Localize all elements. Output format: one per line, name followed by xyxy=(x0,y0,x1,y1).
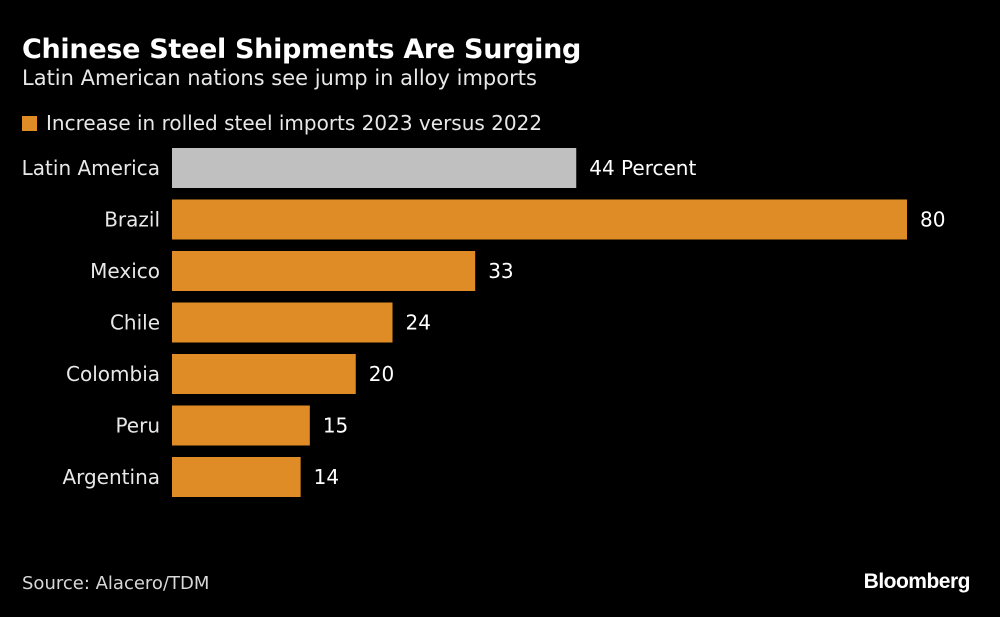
category-label: Chile xyxy=(110,311,160,335)
bar-mexico xyxy=(172,251,476,291)
data-label: 20 xyxy=(369,362,394,386)
category-label: Colombia xyxy=(66,362,160,386)
data-label: 80 xyxy=(920,208,945,232)
data-label: 15 xyxy=(323,414,348,438)
legend: Increase in rolled steel imports 2023 ve… xyxy=(22,111,542,135)
bar-brazil xyxy=(172,199,907,240)
category-label: Peru xyxy=(115,414,160,438)
data-label: 24 xyxy=(406,311,431,335)
data-label: 44 Percent xyxy=(589,156,696,180)
chart-subtitle: Latin American nations see jump in alloy… xyxy=(22,66,537,90)
legend-label: Increase in rolled steel imports 2023 ve… xyxy=(46,111,543,135)
legend-swatch xyxy=(22,115,37,131)
category-label: Latin America xyxy=(22,156,160,180)
chart-title: Chinese Steel Shipments Are Surging xyxy=(22,34,582,65)
category-label: Mexico xyxy=(90,259,160,283)
data-label: 33 xyxy=(488,259,513,283)
bar-chile xyxy=(172,302,393,343)
category-label: Argentina xyxy=(62,465,160,489)
bar-latin-america xyxy=(172,148,577,188)
data-label: 14 xyxy=(314,465,339,489)
source-note: Source: Alacero/TDM xyxy=(22,573,210,594)
bar-colombia xyxy=(172,354,356,394)
bloomberg-logo: Bloomberg xyxy=(863,570,971,593)
bar-argentina xyxy=(172,457,301,497)
bar-peru xyxy=(172,405,310,446)
category-label: Brazil xyxy=(104,208,160,232)
